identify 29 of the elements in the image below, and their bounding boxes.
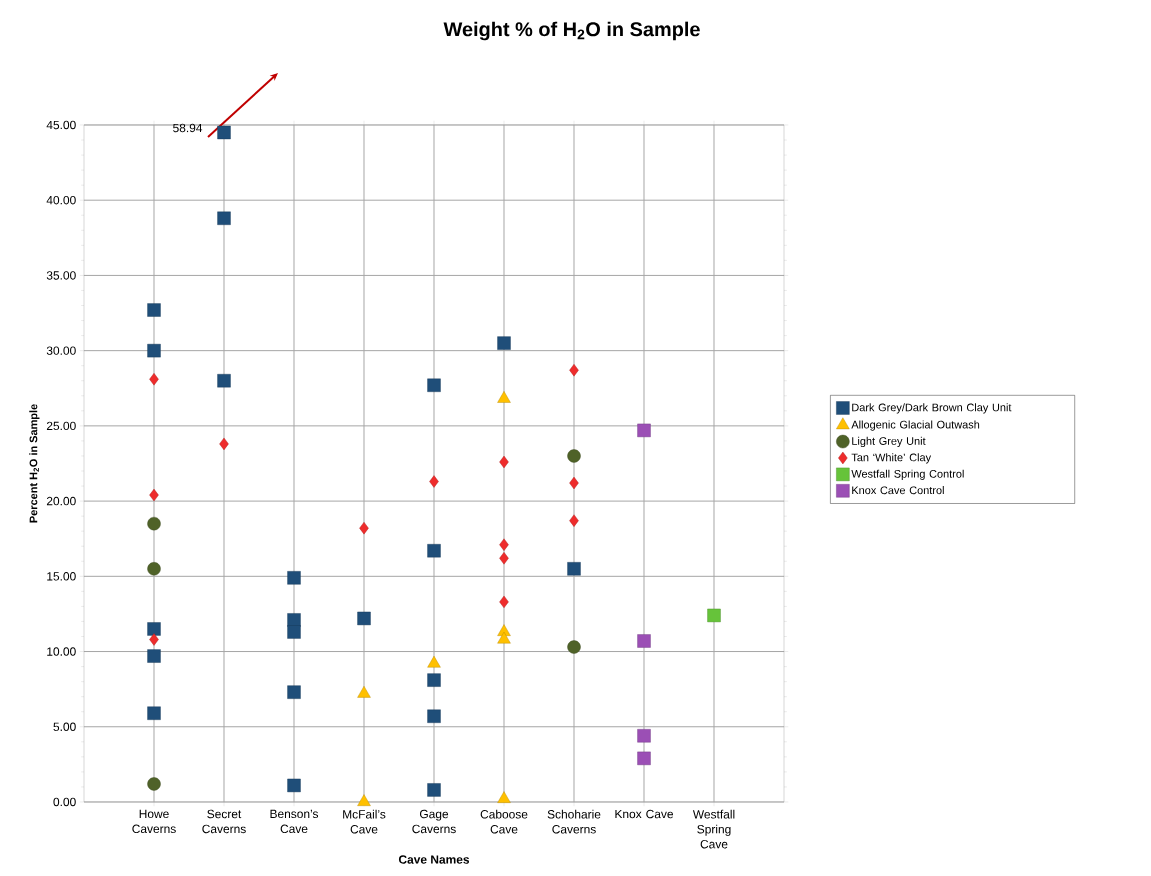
legend-label: Knox Cave Control (852, 486, 944, 495)
x-tick-label: McFail’s Cave (343, 809, 386, 834)
x-axis-title: Cave Names (398, 855, 470, 864)
y-tick-label: 35.00 (46, 271, 76, 280)
x-tick-label: Secret Caverns (202, 809, 246, 834)
x-tick-label: Westfall Spring Cave (692, 809, 735, 849)
y-tick-label: 5.00 (53, 722, 76, 731)
x-tick-label: Howe Caverns (132, 809, 176, 834)
y-tick-label: 40.00 (46, 195, 76, 205)
y-tick-label: 30.00 (46, 346, 76, 355)
x-tick-label: Knox Cave (615, 809, 674, 819)
x-tick-label: Schoharie Caverns (547, 809, 601, 834)
y-tick-label: 20.00 (46, 496, 76, 506)
y-tick-label: 0.00 (53, 797, 76, 807)
y-tick-label: 45.00 (46, 120, 76, 130)
y-tick-label: 25.00 (46, 421, 76, 431)
x-tick-label: Caboose Cave (480, 809, 528, 834)
y-tick-label: 10.00 (47, 647, 76, 656)
x-tick-label: Benson’s Cave (270, 809, 319, 834)
legend-label: Tan ‘White’ Clay (851, 453, 932, 464)
annotation: 58.94 (173, 123, 203, 133)
chart-title: Weight % of H$_{2}$O in Sample (443, 21, 700, 41)
legend-label: Light Grey Unit (852, 436, 926, 448)
legend-label: Westfall Spring Control (851, 469, 964, 480)
y-tick-label: 15.00 (47, 572, 76, 581)
x-tick-label: Gage Caverns (412, 809, 456, 834)
legend-label: Allogenic Glacial Outwash (851, 420, 980, 431)
legend-label: Dark Grey/Dark Brown Clay Unit (852, 403, 1012, 414)
y-axis-title: Percent H$_{2}$O in Sample (29, 404, 40, 523)
